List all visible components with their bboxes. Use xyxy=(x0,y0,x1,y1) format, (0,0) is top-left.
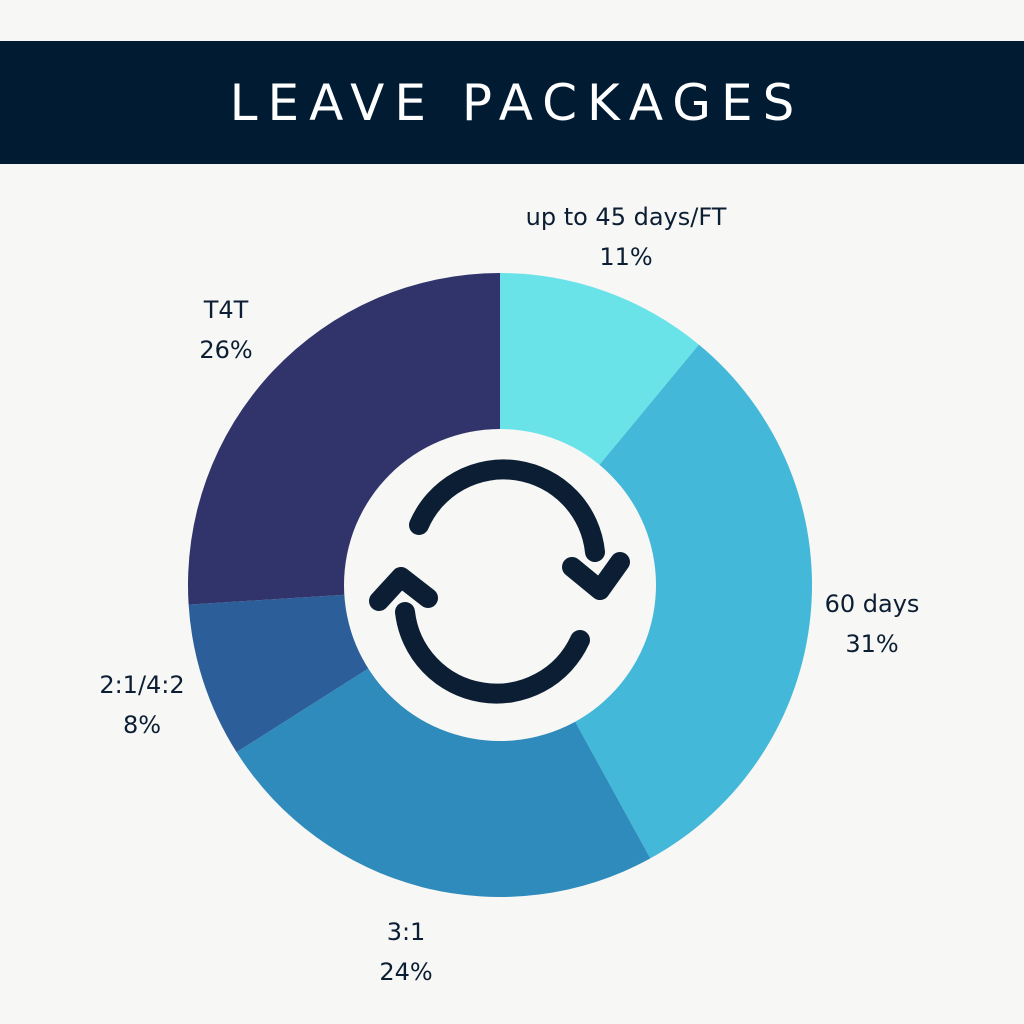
slice-labels: up to 45 days/FT 11% 60 days 31% 3:1 24% 2:1/4… xyxy=(99,203,919,986)
refresh-cycle-icon xyxy=(369,459,630,704)
slice-2 xyxy=(236,585,651,898)
slice-percent-3: 8% xyxy=(123,711,161,739)
slice-label-1: 60 days xyxy=(825,590,920,618)
slice-percent-1: 31% xyxy=(845,630,898,658)
slice-label-2: 3:1 xyxy=(387,918,426,946)
slice-1 xyxy=(500,344,813,859)
slice-label-3: 2:1/4:2 xyxy=(99,671,184,699)
slice-label-4: T4T xyxy=(203,296,249,324)
slice-percent-0: 11% xyxy=(599,243,652,271)
slice-percent-4: 26% xyxy=(199,336,252,364)
slice-label-0: up to 45 days/FT xyxy=(526,203,727,231)
title-banner: LEAVE PACKAGES xyxy=(0,41,1024,164)
chart-title: LEAVE PACKAGES xyxy=(229,73,805,132)
slice-percent-2: 24% xyxy=(379,958,432,986)
